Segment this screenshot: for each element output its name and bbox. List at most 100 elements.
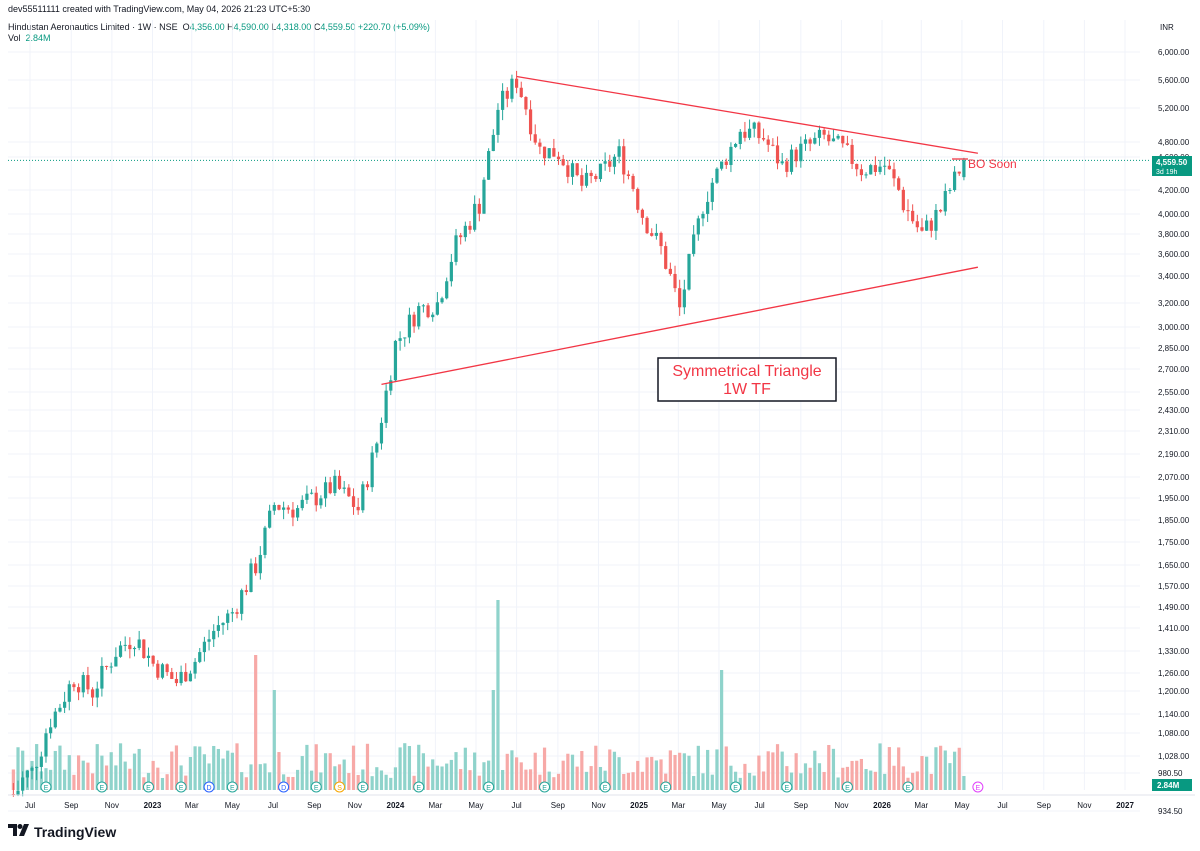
candle-body	[696, 218, 700, 235]
x-tick-label: Mar	[185, 801, 199, 810]
event-marker-icon[interactable]	[730, 781, 742, 793]
volume-bar	[454, 752, 458, 790]
volume-bar	[286, 776, 290, 790]
volume-bars	[11, 600, 966, 790]
event-marker-icon[interactable]	[902, 781, 914, 793]
event-marker-icon[interactable]	[357, 781, 369, 793]
event-marker-icon[interactable]	[226, 781, 238, 793]
y-tick-label: 1,028.00	[1158, 752, 1190, 761]
candle-body	[100, 665, 104, 689]
volume-bar	[76, 755, 81, 790]
event-marker-icon[interactable]	[334, 781, 346, 793]
volume-bar	[827, 744, 831, 790]
volume-bar	[63, 769, 67, 790]
volume-bar	[300, 756, 304, 790]
volume-bar	[822, 771, 826, 790]
event-marker-icon[interactable]	[781, 781, 793, 793]
y-tick-label: 1,200.00	[1158, 687, 1190, 696]
x-tick-label: 2025	[630, 801, 648, 810]
event-marker-icon[interactable]	[483, 781, 495, 793]
volume-bar	[580, 751, 584, 790]
event-marker-icon[interactable]	[539, 781, 551, 793]
event-marker-icon[interactable]	[203, 781, 215, 793]
event-marker-icon[interactable]	[841, 781, 853, 793]
volume-bar	[808, 767, 812, 790]
candle-body	[39, 756, 43, 767]
event-marker-letter: E	[146, 785, 151, 792]
y-tick-label: 1,080.00	[1158, 729, 1190, 738]
candle-body	[934, 209, 938, 231]
candle-body	[184, 671, 188, 682]
candle-body	[822, 129, 826, 135]
x-tick-label: Nov	[348, 801, 362, 810]
candle-body	[836, 135, 840, 139]
event-marker-icon[interactable]	[413, 781, 425, 793]
candle-body	[244, 590, 248, 592]
event-marker-icon[interactable]	[278, 781, 290, 793]
volume-bar	[468, 770, 472, 790]
candle-body	[389, 380, 393, 391]
y-tick-label: 1,330.00	[1158, 647, 1190, 656]
volume-bar	[542, 747, 547, 790]
volume-bar	[761, 771, 766, 790]
volume-bar	[291, 776, 295, 790]
pattern-timeframe: 1W TF	[723, 381, 771, 398]
tradingview-brand[interactable]: TradingView	[8, 823, 116, 840]
candle-body	[375, 443, 379, 453]
y-tick-label: 4,200.00	[1158, 186, 1190, 195]
volume-bar	[72, 774, 76, 790]
candle-body	[328, 482, 332, 494]
candle-body	[929, 220, 933, 231]
volume-bar	[132, 753, 137, 790]
symbol-name[interactable]: Hindustan Aeronautics Limited · 1W · NSE	[8, 22, 178, 32]
candle-body	[533, 134, 537, 143]
candle-body	[803, 139, 808, 144]
volume-value: 2.84M	[25, 33, 51, 43]
volume-bar	[864, 769, 868, 790]
event-marker-icon[interactable]	[310, 781, 322, 793]
y-axis: 934.50 980.50 1,028.00 1,080.00 1,140.00 1,20…	[1158, 48, 1190, 816]
volume-bar	[272, 690, 276, 790]
candle-body	[323, 482, 328, 499]
volume-bar	[449, 759, 453, 790]
candle-body	[519, 87, 523, 98]
y-tick-label: 4,800.00	[1158, 138, 1190, 147]
volume-bar	[538, 774, 542, 790]
y-tick-label: 2,700.00	[1158, 365, 1190, 374]
y-tick-label: 1,490.00	[1158, 603, 1190, 612]
volume-bar	[528, 769, 533, 790]
candle-body	[67, 684, 71, 702]
volume-bar	[142, 777, 146, 790]
volume-bar	[156, 767, 160, 790]
volume-bar	[789, 772, 794, 790]
volume-bar	[645, 757, 649, 790]
volume-bar	[305, 744, 309, 790]
event-marker-icon[interactable]	[972, 781, 984, 793]
candle-body	[63, 701, 67, 708]
volume-bar	[11, 769, 15, 790]
x-tick-label: 2023	[144, 801, 162, 810]
y-tick-label: 1,650.00	[1158, 561, 1190, 570]
candle-body	[342, 487, 346, 489]
x-tick-label: Nov	[834, 801, 848, 810]
volume-bar	[398, 747, 402, 790]
event-marker-icon[interactable]	[96, 781, 108, 793]
volume-bar	[393, 767, 398, 790]
author-line: dev55511111 created with TradingView.com…	[8, 4, 311, 14]
candle-body	[403, 337, 407, 339]
volume-bar	[845, 766, 850, 790]
event-marker-icon[interactable]	[599, 781, 611, 793]
event-marker-icon[interactable]	[142, 781, 154, 793]
candle-body	[622, 146, 626, 175]
candle-body	[165, 664, 169, 673]
volume-bar	[692, 775, 696, 790]
candle-body	[76, 687, 81, 693]
event-marker-icon[interactable]	[40, 781, 52, 793]
candle-body	[25, 770, 29, 778]
event-marker-icon[interactable]	[175, 781, 187, 793]
event-marker-icon[interactable]	[660, 781, 672, 793]
event-marker-letter: E	[976, 785, 981, 792]
candle-body	[95, 688, 99, 698]
candle-body	[188, 673, 193, 682]
